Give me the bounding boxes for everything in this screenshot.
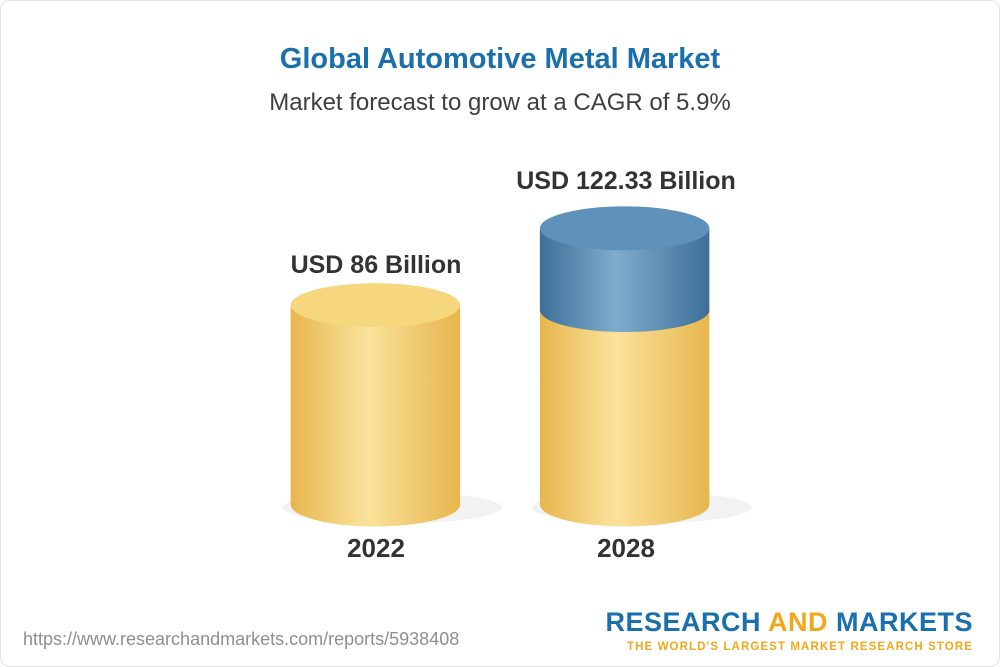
logo-word-and: AND [767,606,828,637]
chart-title: Global Automotive Metal Market [279,43,721,75]
logo-word-research: RESEARCH [605,606,761,637]
cylinder-2028 [539,206,710,527]
cylinder-2028-growth-segment [539,206,710,333]
logo-word-markets: MARKETS [836,606,973,637]
value-label-2028: USD 122.33 Billion [516,167,736,195]
research-and-markets-logo[interactable]: RESEARCH AND MARKETS THE WORLD'S LARGEST… [605,607,973,654]
category-label-2028: 2028 [597,533,655,563]
cylinder-2022 [290,283,461,527]
chart-subtitle: Market forecast to grow at a CAGR of 5.9… [269,89,731,116]
logo-tagline: THE WORLD'S LARGEST MARKET RESEARCH STOR… [627,640,973,653]
value-label-2022: USD 86 Billion [290,251,462,279]
cylinder-2028-base-segment [539,310,710,527]
report-url[interactable]: https://www.researchandmarkets.com/repor… [23,629,460,649]
category-label-2022: 2022 [347,533,405,563]
logo-wordmark: RESEARCH AND MARKETS [605,607,973,638]
